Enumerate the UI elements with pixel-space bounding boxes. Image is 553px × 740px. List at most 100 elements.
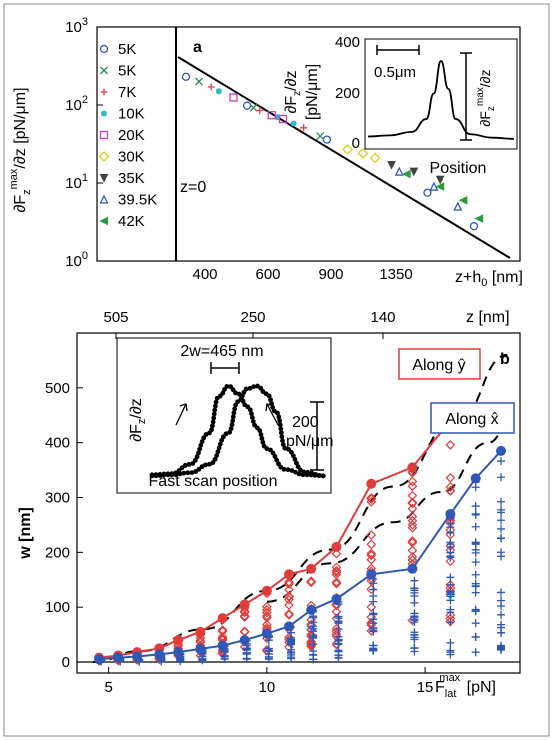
- panel-b-cloud-diamond: [366, 530, 377, 540]
- panel-b-cloud-diamond: [407, 552, 418, 562]
- panel-b-xtick-0: 5: [104, 679, 112, 696]
- panel-b-cloud-diamond: [366, 554, 377, 565]
- panel-b-inset-dot: [272, 454, 278, 459]
- panel-b-inset-dot: [274, 457, 280, 463]
- panel-b-cloud-diamond: [306, 621, 317, 631]
- legend-label-4: 20K: [118, 127, 145, 144]
- panel-a-point-2-2: [300, 124, 308, 132]
- panel-b-cloud-plus: [497, 534, 506, 543]
- panel-a-point-4-2: [278, 114, 288, 124]
- panel-b-along-y-point-10: [306, 563, 317, 574]
- panel-b-cloud-plus: [309, 634, 318, 643]
- panel-b-inset-dot: [238, 397, 244, 403]
- panel-b-inset-dot: [277, 418, 283, 424]
- panel-b-inset-frame: [116, 337, 332, 494]
- panel-a-inset-curve: [367, 60, 515, 140]
- panel-a-inset-ylabel-unit: [pN/μm]: [304, 64, 321, 120]
- panel-b-inset-dot: [212, 403, 218, 409]
- panel-b-along-x-point-7: [239, 635, 250, 646]
- panel-b-inset-scale-value: 200: [292, 414, 319, 431]
- panel-b-inset-dot: [257, 428, 263, 434]
- panel-a-z0-label: z=0: [180, 179, 206, 196]
- panel-b-cloud-diamond: [331, 606, 342, 617]
- legend-marker-3: [101, 110, 107, 117]
- panel-b-cloud-diamond: [306, 576, 317, 587]
- panel-b-inset-dot: [290, 453, 296, 459]
- panel-b-inset-dot: [289, 468, 295, 473]
- panel-b-inset-dot: [228, 426, 234, 432]
- panel-b-cloud-plus: [410, 598, 419, 607]
- legend-along-x-box: [430, 402, 515, 434]
- panel-a-yticks: [97, 26, 103, 262]
- panel-b-cloud-plus: [471, 570, 480, 579]
- panel-a-letter: a: [193, 39, 202, 56]
- panel-b-cloud-diamond: [331, 548, 342, 559]
- panel-a-inset: 400 200 0 ∂Fz/∂z [pN/μm] 0.5μm ∂Fzmax/∂z…: [283, 34, 518, 177]
- panel-a-point-5-0: [342, 143, 354, 155]
- panel-b-letter: b: [500, 351, 510, 368]
- panel-b-inset-dot: [186, 461, 192, 467]
- panel-b-cloud-diamond: [331, 567, 342, 578]
- panel-b-cloud-diamond: [366, 493, 377, 503]
- panel-b-cloud-plus: [497, 457, 506, 466]
- panel-a-point-6-2: [435, 175, 445, 185]
- panel-b-cloud-diamond: [217, 625, 228, 635]
- panel-b-inset-dot: [270, 450, 276, 456]
- panel-b-along-y-point-13: [407, 462, 418, 473]
- panel-b-inset-dot: [210, 419, 216, 425]
- panel-b-cloud-diamond: [366, 602, 377, 612]
- panel-a-point-1-0: [195, 77, 203, 86]
- panel-b-cloud-diamond: [284, 609, 294, 620]
- panel-b-cloud-plus: [497, 516, 506, 525]
- panel-b-inset-dot: [305, 469, 311, 475]
- panel-b-inset-dot: [249, 411, 254, 417]
- panel-b-inset-dot: [198, 442, 204, 448]
- panel-b-inset-dot: [289, 449, 294, 455]
- panel-b-cloud-diamond: [284, 579, 294, 589]
- panel-b-yticks: 0 100 200 300 400 500: [45, 380, 83, 671]
- panel-b-cloud-diamond: [306, 615, 317, 625]
- panel-b-cloud-diamond: [407, 536, 418, 546]
- panel-a-point-0-4: [469, 221, 479, 231]
- panel-b-inset-dot: [301, 469, 307, 475]
- panel-a-point-4-0: [229, 93, 238, 102]
- panel-a-point-2-1: [256, 107, 264, 115]
- panel-b-inset-dot: [209, 427, 214, 433]
- panel-b-cloud-diamond: [366, 539, 377, 550]
- panel-b-toptick-0: 505: [103, 309, 128, 326]
- panel-b-inset-dot: [233, 390, 238, 396]
- panel-b-cloud-diamond: [195, 633, 206, 643]
- panel-a-point-0-0: [181, 72, 191, 81]
- panel-b-inset-dot: [266, 393, 272, 399]
- panel-b-cloud-plus: [471, 502, 480, 511]
- panel-b-cloud-diamond: [239, 611, 250, 621]
- panel-b-inset-dot: [194, 454, 200, 460]
- panel-b-cloud-plus: [334, 639, 343, 648]
- panel-a-inset-frame: [364, 38, 518, 150]
- panel-b-cloud-diamond: [306, 577, 317, 588]
- panel-b-inset-dot: [203, 462, 208, 468]
- panel-b-inset-dot: [192, 457, 198, 463]
- panel-b-cloud-plus: [446, 648, 455, 657]
- panel-b-cloud-plus: [446, 553, 455, 562]
- panel-b-inset-dot: [215, 449, 221, 455]
- panel-b-cloud-plus: [446, 538, 455, 547]
- panel-b-cloud-diamond: [331, 639, 342, 649]
- panel-b-cloud-plus: [410, 647, 419, 656]
- panel-b-inset-ylabel: ∂Fz/∂z: [128, 398, 148, 442]
- panel-b-cloud-plus: [309, 655, 318, 664]
- panel-b-inset-dot: [294, 460, 299, 466]
- panel-b-cloud-diamond: [407, 515, 418, 526]
- panel-b-inset-width-label: 2w=465 nm: [180, 343, 263, 360]
- panel-b-along-y-point-9: [284, 569, 295, 580]
- panel-b-inset-dot: [240, 393, 245, 399]
- panel-b-inset-dot: [224, 384, 230, 389]
- panel-b-cloud-diamond: [366, 612, 377, 622]
- panel-b-inset-dot: [320, 473, 326, 479]
- panel-b-cloud-diamond: [366, 548, 377, 559]
- panel-b-cloud-plus: [446, 580, 455, 589]
- panel-b-inset-dot: [227, 429, 233, 435]
- panel-b-cloud-plus: [446, 528, 455, 537]
- panel-b-cloud-diamond: [284, 584, 294, 595]
- panel-a-point-8-1: [435, 182, 445, 191]
